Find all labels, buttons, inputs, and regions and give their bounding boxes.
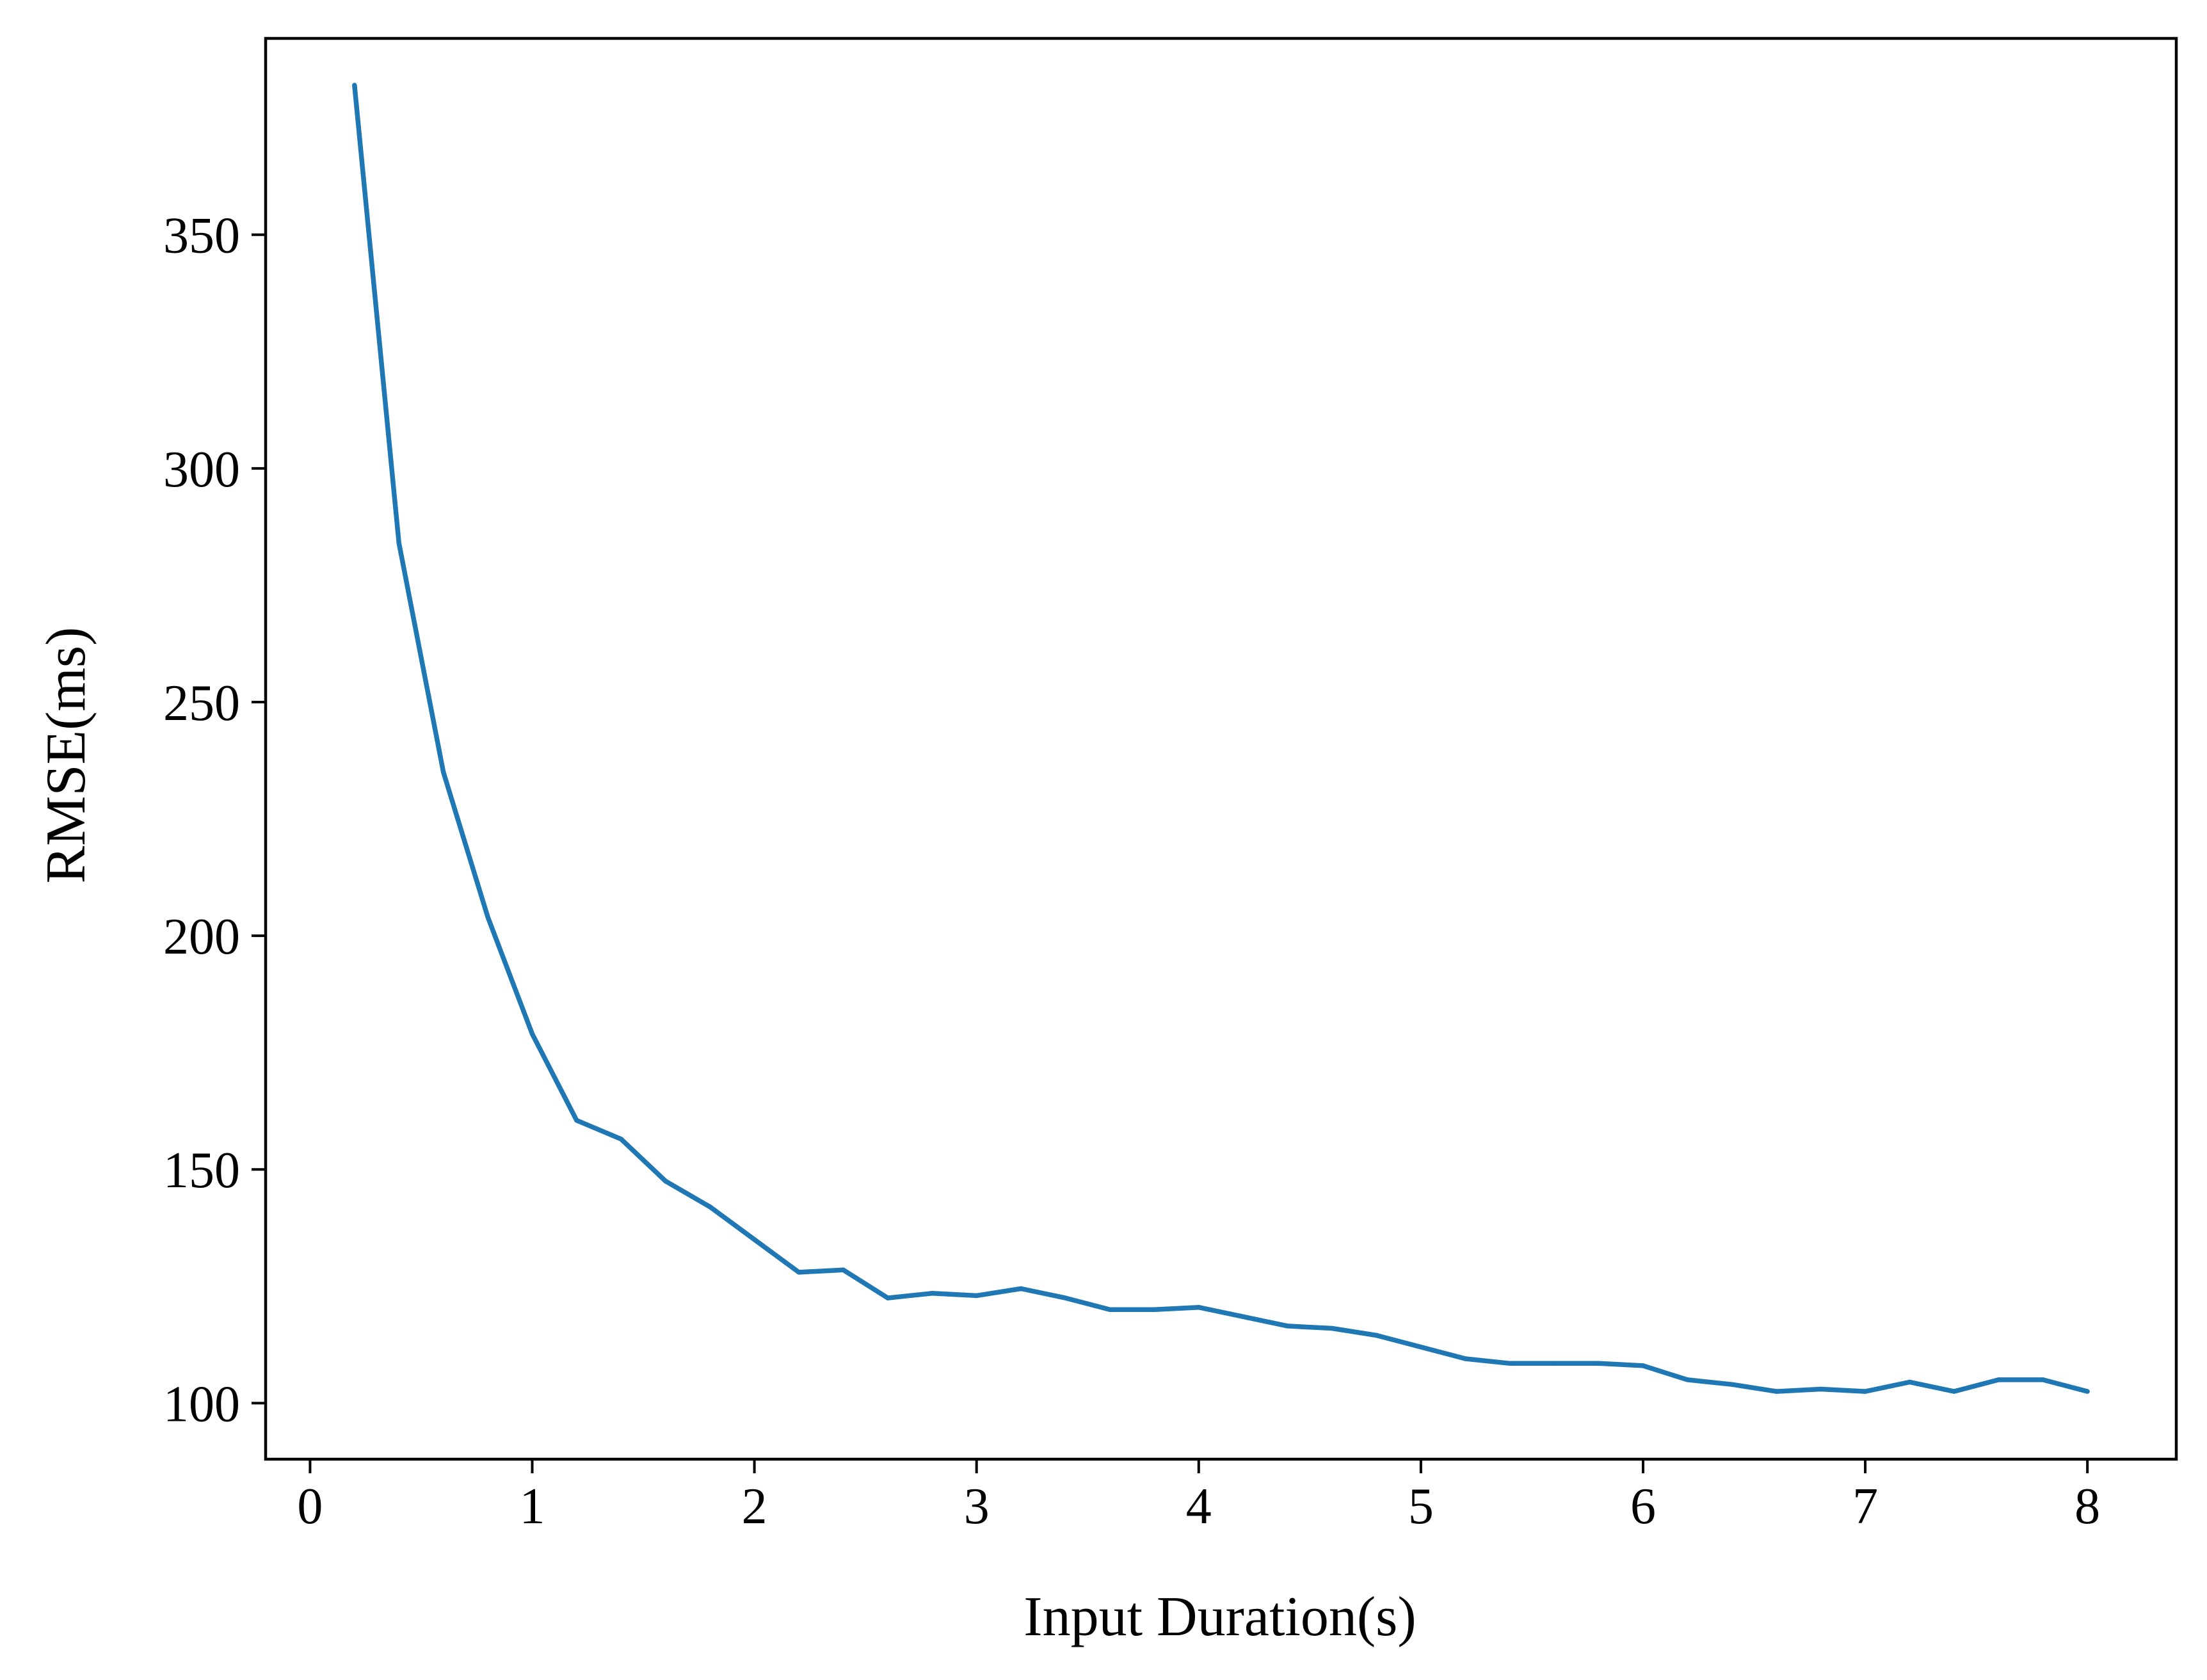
data-point [840,1267,846,1272]
y-axis-label: RMSE(ms) [35,627,97,884]
x-tick-label: 8 [2075,1478,2100,1535]
data-point [1596,1361,1601,1366]
data-point [1152,1307,1157,1313]
x-tick-label: 0 [297,1478,323,1535]
x-tick-label: 4 [1186,1478,1212,1535]
data-point [1952,1389,1957,1394]
data-point [352,83,357,88]
data-point [1729,1382,1735,1387]
x-tick-label: 5 [1408,1478,1434,1535]
data-point [1818,1386,1824,1392]
data-point [1329,1325,1335,1331]
y-tick-label: 300 [163,442,240,498]
y-tick-label: 350 [163,208,240,264]
data-point [1240,1314,1246,1319]
data-point [485,915,490,920]
data-point [1018,1286,1023,1292]
y-tick-label: 200 [163,909,240,965]
x-tick-label: 7 [1852,1478,1878,1535]
x-tick-label: 2 [742,1478,767,1535]
data-point [618,1137,624,1142]
data-point [1196,1304,1201,1310]
series-line [352,84,2089,1394]
data-point [1463,1356,1468,1361]
data-point [529,1031,535,1037]
x-tick-label: 3 [964,1478,990,1535]
data-point [796,1270,801,1275]
data-point [1507,1361,1513,1366]
data-point [1063,1295,1068,1300]
data-point [2041,1377,2046,1382]
x-axis-label: Input Duration(s) [1023,1586,1416,1648]
data-point [885,1295,890,1300]
data-point [1374,1332,1379,1338]
data-point [396,540,401,546]
data-point [663,1178,668,1184]
x-tick-label: 6 [1630,1478,1656,1535]
data-point [1685,1377,1690,1382]
x-tick-label: 1 [520,1478,545,1535]
y-tick-label: 150 [163,1142,240,1199]
data-point [1418,1345,1424,1350]
data-point [1907,1379,1913,1385]
data-point [1996,1377,2002,1382]
data-point [707,1204,712,1210]
data-point [974,1293,979,1299]
data-point [1552,1361,1557,1366]
data-point [1285,1324,1290,1329]
data-point [1641,1363,1646,1368]
y-tick-label: 250 [163,675,240,732]
data-point [440,769,446,775]
x-axis-ticks: 0 1 2 3 4 5 6 7 8 [297,1459,2100,1535]
data-point [929,1291,935,1296]
plot-area-frame [264,36,2178,1461]
data-point [1774,1389,1779,1394]
data-point [1107,1307,1112,1313]
data-point [751,1237,757,1242]
data-point [574,1117,579,1123]
data-point [2085,1389,2090,1394]
data-point [1863,1389,1868,1394]
series-layer [352,83,2090,1394]
y-tick-label: 100 [163,1376,240,1432]
y-axis-ticks: 100 150 200 250 300 350 [163,208,266,1432]
